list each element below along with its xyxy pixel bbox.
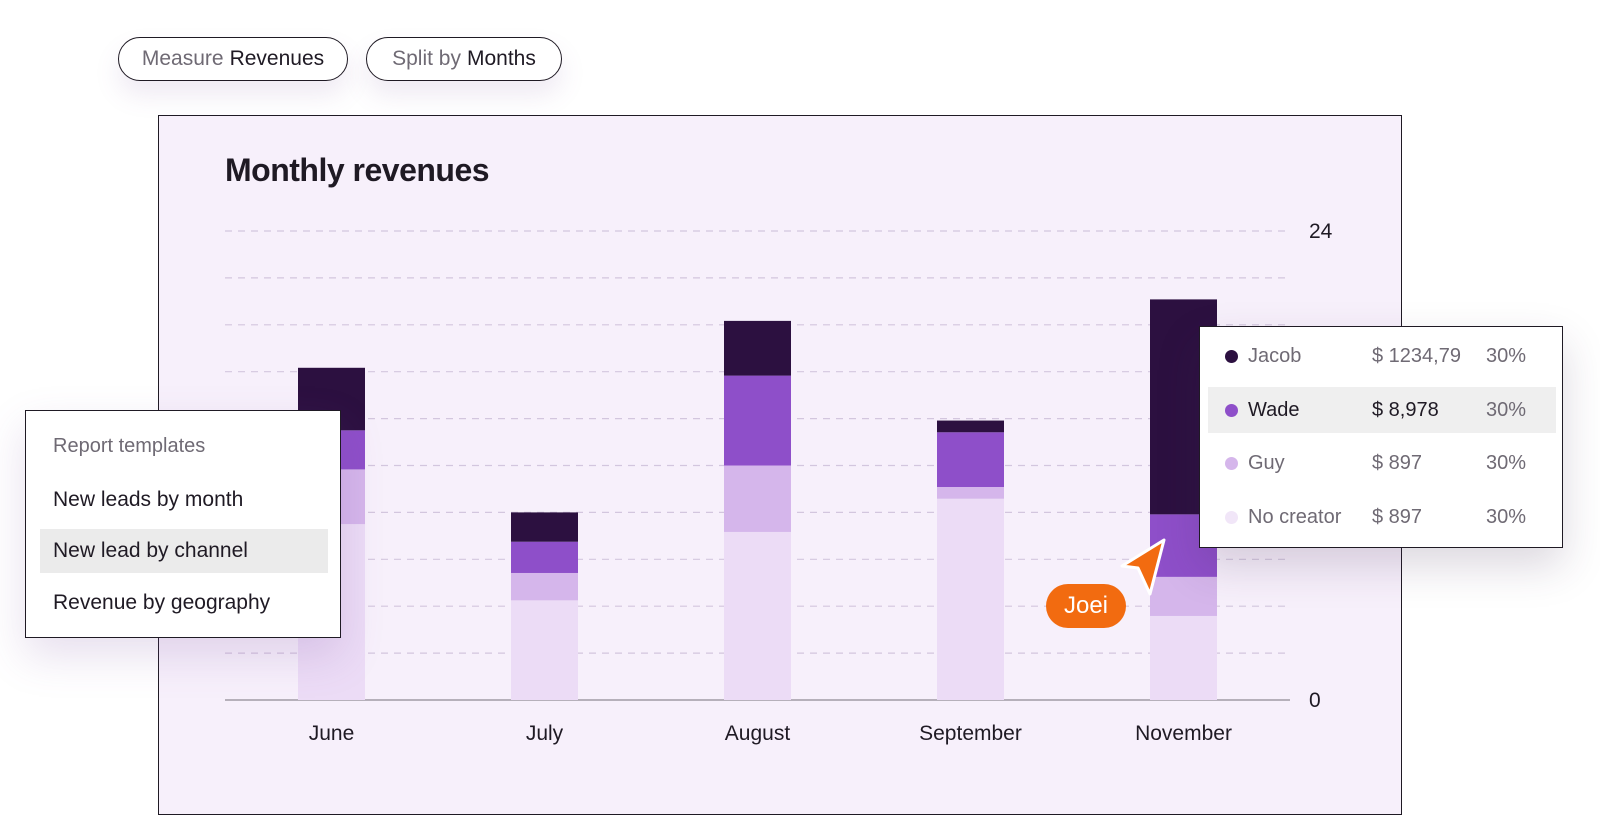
bar-segment-august-jacob[interactable] xyxy=(724,320,791,376)
bar-segment-september-wade[interactable] xyxy=(937,432,1004,487)
bar-segment-september-guy[interactable] xyxy=(937,486,1004,499)
tooltip-row-no-creator[interactable]: No creator $ 897 30% xyxy=(1208,494,1556,540)
split-prefix: Split by xyxy=(392,47,461,70)
menu-item-new-lead-by-channel[interactable]: New lead by channel xyxy=(40,529,328,573)
wade-color-dot xyxy=(1225,403,1238,417)
x-tick-label: August xyxy=(725,722,791,745)
measure-selector[interactable]: Measure Revenues xyxy=(118,37,348,81)
tooltip-row-jacob[interactable]: Jacob $ 1234,79 30% xyxy=(1208,333,1556,379)
x-tick-label: July xyxy=(526,722,564,745)
measure-prefix: Measure xyxy=(141,47,224,70)
menu-header: Report templates xyxy=(53,435,206,457)
bar-segment-november-no-creator[interactable] xyxy=(1150,615,1217,700)
x-tick-label: June xyxy=(309,722,355,745)
bar-segment-august-guy[interactable] xyxy=(724,465,791,532)
tooltip-name: Guy xyxy=(1248,451,1285,474)
tooltip-amount: $ 897 xyxy=(1372,451,1423,474)
y-tick-label: 0 xyxy=(1309,689,1321,712)
bar-segment-september-jacob[interactable] xyxy=(937,420,1004,433)
tooltip-name: Jacob xyxy=(1248,344,1302,367)
bar-segment-july-jacob[interactable] xyxy=(511,512,578,542)
no-creator-color-dot xyxy=(1225,510,1238,524)
tooltip-amount: $ 8,978 xyxy=(1372,398,1439,421)
cursor-arrow-icon xyxy=(1120,538,1166,596)
tooltip-percent: 30% xyxy=(1486,451,1527,474)
collaborator-cursor-label: Joei xyxy=(1046,584,1126,628)
series-tooltip: Jacob $ 1234,79 30% Wade $ 8,978 30% Guy… xyxy=(1199,326,1563,548)
tooltip-name: Wade xyxy=(1248,398,1300,421)
bar-segment-november-guy[interactable] xyxy=(1150,576,1217,616)
x-tick-label: November xyxy=(1135,722,1232,745)
menu-item-new-leads-by-month[interactable]: New leads by month xyxy=(53,488,244,511)
bar-segment-july-guy[interactable] xyxy=(511,572,578,601)
tooltip-percent: 30% xyxy=(1486,398,1527,421)
bar-segment-august-wade[interactable] xyxy=(724,375,791,466)
bar-segment-september-no-creator[interactable] xyxy=(937,498,1004,700)
measure-value: Revenues xyxy=(229,47,325,70)
tooltip-percent: 30% xyxy=(1486,505,1527,528)
y-tick-label: 24 xyxy=(1309,220,1333,243)
axis-labels: June July August September November 24 0 xyxy=(309,220,1333,745)
tooltip-amount: $ 897 xyxy=(1372,505,1423,528)
bars xyxy=(298,299,1217,700)
bar-segment-july-no-creator[interactable] xyxy=(511,600,578,700)
bar-segment-july-wade[interactable] xyxy=(511,541,578,573)
tooltip-row-guy[interactable]: Guy $ 897 30% xyxy=(1208,440,1556,486)
chart-title: Monthly revenues xyxy=(225,152,490,188)
guy-color-dot xyxy=(1225,456,1238,470)
jacob-color-dot xyxy=(1225,349,1238,363)
x-tick-label: September xyxy=(919,722,1022,745)
tooltip-name: No creator xyxy=(1248,505,1342,528)
tooltip-row-wade[interactable]: Wade $ 8,978 30% xyxy=(1208,387,1556,433)
menu-item-revenue-by-geography[interactable]: Revenue by geography xyxy=(53,591,271,614)
bar-segment-august-no-creator[interactable] xyxy=(724,531,791,700)
tooltip-percent: 30% xyxy=(1486,344,1527,367)
tooltip-amount: $ 1234,79 xyxy=(1372,344,1461,367)
split-value: Months xyxy=(467,47,536,70)
report-templates-menu: Report templates New leads by month New … xyxy=(25,410,341,638)
split-selector[interactable]: Split by Months xyxy=(366,37,562,81)
